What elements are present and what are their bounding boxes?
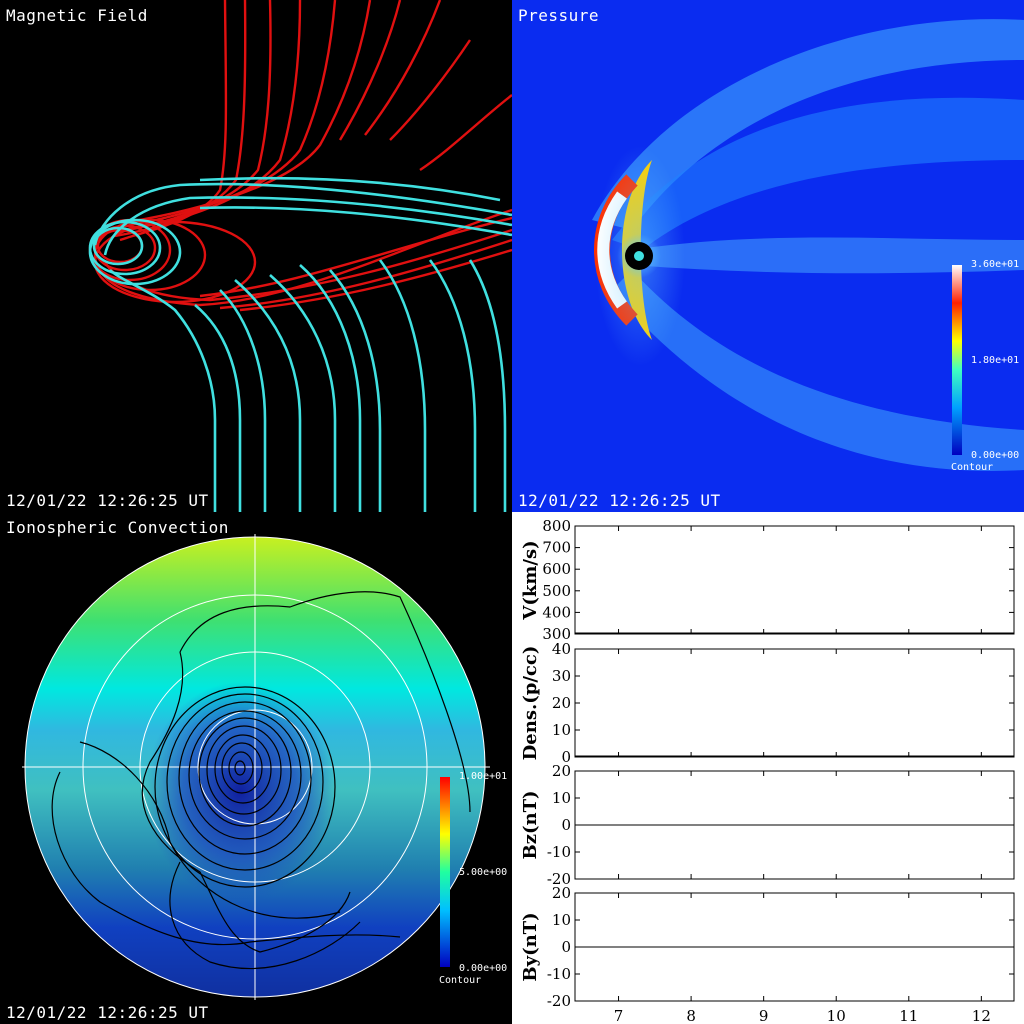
chart-frame — [574, 648, 1015, 758]
y-tick-label: -20 — [547, 992, 571, 1010]
magnetic-field-panel: Magnetic Field 12/01/22 12:26:25 UT — [0, 0, 512, 512]
y-tick-label: 10 — [552, 789, 571, 807]
chart-frame — [574, 525, 1015, 635]
y-axis-label: By(nT) — [520, 912, 541, 981]
ionosphere-colorbar — [440, 777, 450, 967]
pressure-plot — [592, 19, 1024, 471]
x-tick-label: 7 — [614, 1007, 624, 1024]
y-tick-label: 0 — [561, 816, 571, 834]
y-tick-label: 10 — [552, 911, 571, 929]
y-tick-label: 30 — [552, 667, 571, 685]
x-tick-label: 11 — [899, 1007, 918, 1024]
magnetic-field-timestamp: 12/01/22 12:26:25 UT — [6, 491, 209, 510]
y-tick-label: 20 — [552, 694, 571, 712]
solar-wind-timeseries-charts: 300400500600700800V(km/s)010203040Dens.(… — [520, 517, 1015, 1024]
y-tick-label: 0 — [561, 748, 571, 766]
y-axis-label: Bz(nT) — [520, 791, 541, 860]
y-tick-label: 800 — [542, 517, 571, 535]
pressure-colorbar-mid: 1.80e+01 — [971, 355, 1020, 366]
y-tick-label: -20 — [547, 870, 571, 888]
y-axis-label: Dens.(p/cc) — [520, 646, 541, 761]
ionosphere-colorbar-min: 0.00e+00 — [459, 963, 508, 974]
pressure-colorbar-label: Contour — [951, 462, 994, 473]
y-tick-label: 20 — [552, 884, 571, 902]
x-tick-label: 10 — [827, 1007, 846, 1024]
pressure-timestamp: 12/01/22 12:26:25 UT — [518, 491, 721, 510]
ionosphere-colorbar-max: 1.00e+01 — [459, 771, 508, 782]
pressure-title: Pressure — [518, 6, 600, 25]
y-tick-label: 600 — [542, 560, 571, 578]
y-tick-label: 0 — [561, 938, 571, 956]
magnetic-field-title: Magnetic Field — [6, 6, 148, 25]
pressure-colorbar-min: 0.00e+00 — [971, 450, 1020, 461]
ionosphere-colorbar-mid: 5.00e+00 — [459, 867, 508, 878]
pressure-panel: Pressure 3.60e+01 1.80e+01 0.00e+00 Cont… — [512, 0, 1024, 512]
potential-contours — [51, 591, 471, 970]
y-axis-label: V(km/s) — [520, 540, 541, 620]
ionospheric-convection-timestamp: 12/01/22 12:26:25 UT — [6, 1003, 209, 1022]
pressure-colorbar — [952, 265, 962, 455]
ionospheric-convection-title: Ionospheric Convection — [6, 518, 229, 537]
y-tick-label: -10 — [547, 843, 571, 861]
ionosphere-colorbar-label: Contour — [439, 975, 482, 986]
y-tick-label: 300 — [542, 625, 571, 643]
y-tick-label: 40 — [552, 640, 571, 658]
y-tick-label: -10 — [547, 965, 571, 983]
magnetic-field-plot — [88, 0, 512, 512]
y-tick-label: 20 — [552, 762, 571, 780]
open-field-lines — [88, 176, 512, 512]
ionospheric-convection-panel: Ionospheric Convection 1.00e+01 5.00e+00… — [0, 512, 512, 1024]
y-tick-label: 700 — [542, 539, 571, 557]
y-tick-label: 500 — [542, 582, 571, 600]
ionospheric-convection-plot — [22, 534, 490, 1000]
latitude-circles — [22, 534, 490, 1000]
x-tick-label: 8 — [686, 1007, 696, 1024]
solar-wind-timeseries-panel: 300 400 500 600 700 800 V(km/s) 0 10 20 30 40 Dens.(… — [512, 512, 1024, 1024]
pressure-colorbar-max: 3.60e+01 — [971, 259, 1020, 270]
x-tick-label: 12 — [972, 1007, 991, 1024]
y-tick-label: 10 — [552, 721, 571, 739]
y-tick-label: 400 — [542, 603, 571, 621]
x-tick-label: 9 — [759, 1007, 769, 1024]
